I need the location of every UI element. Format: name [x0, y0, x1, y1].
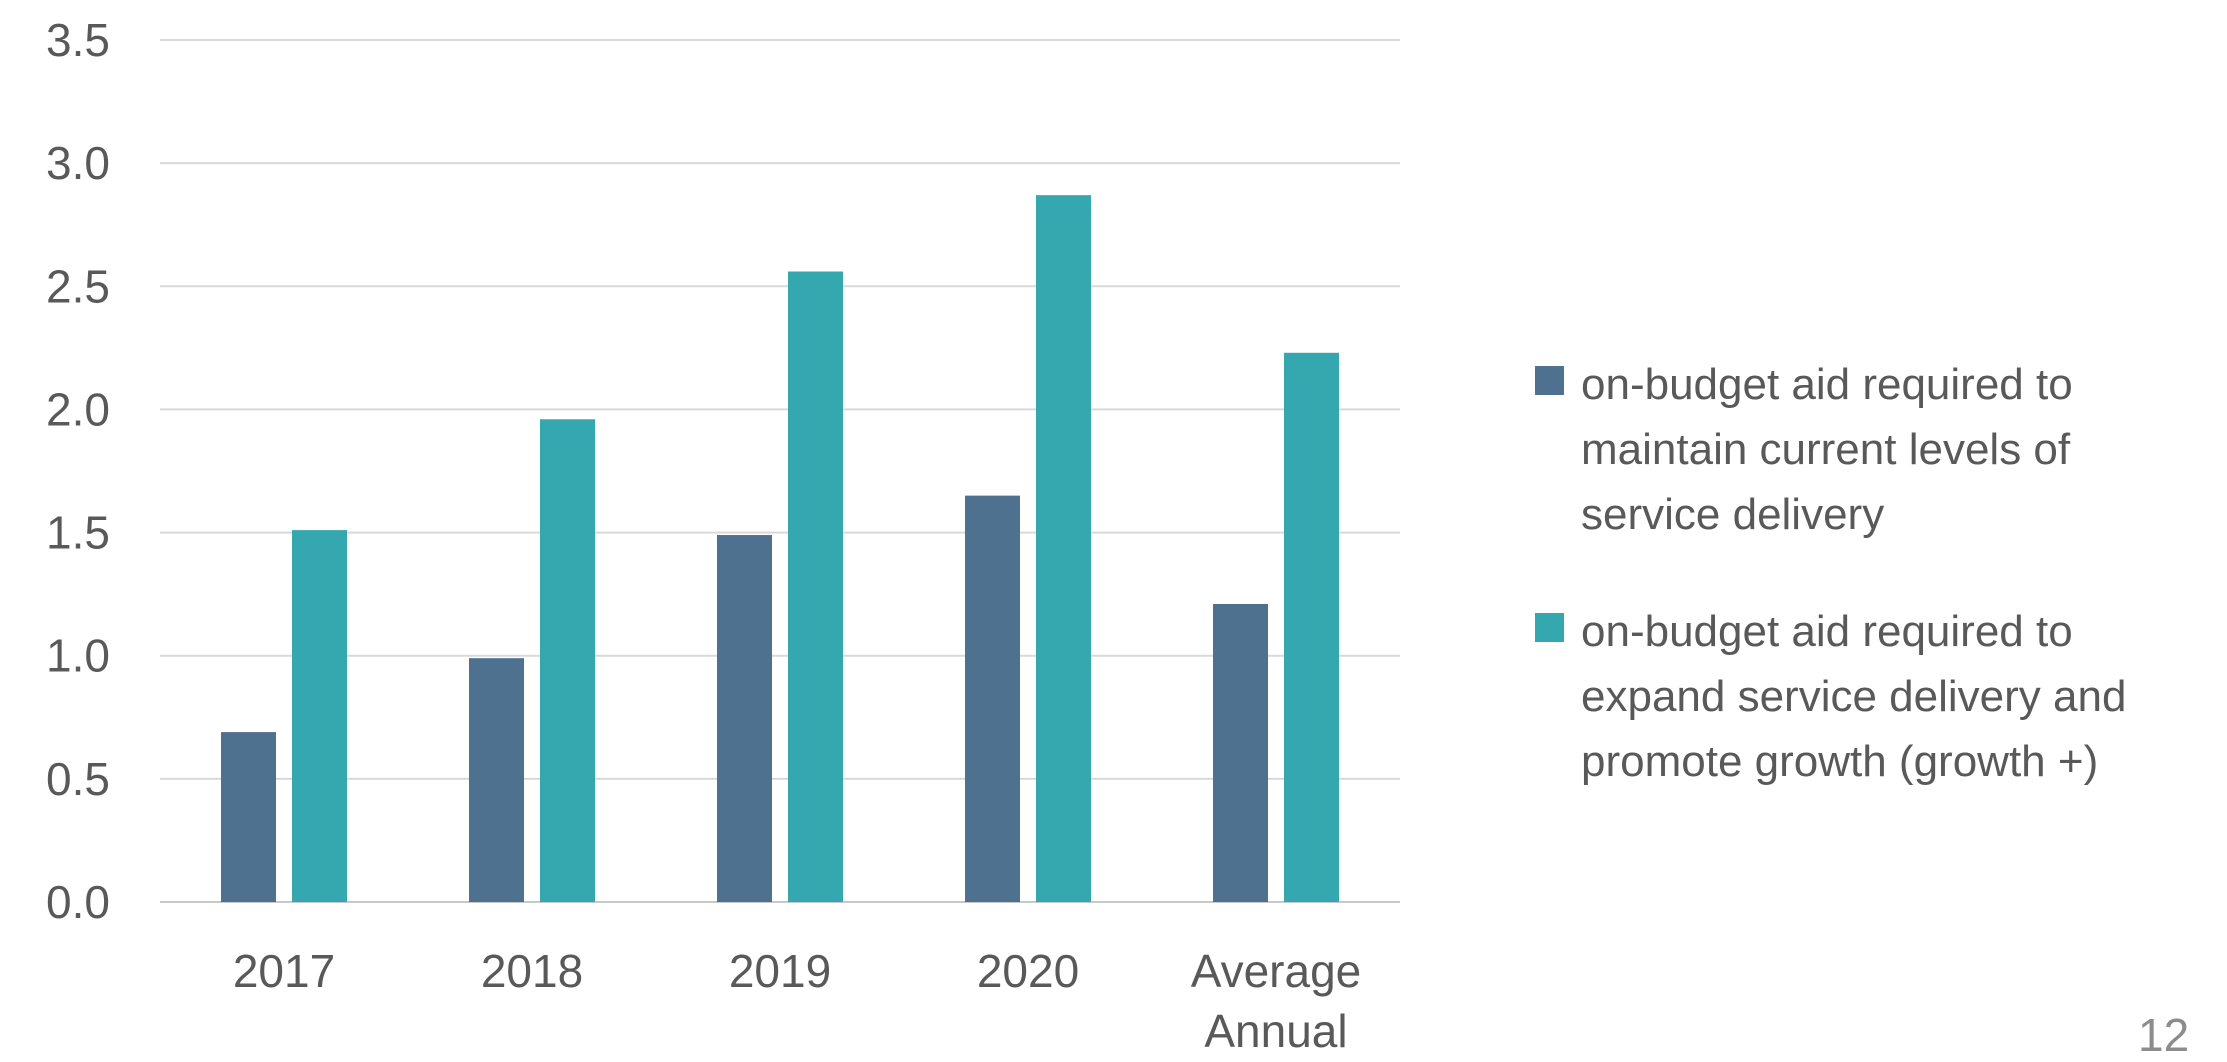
legend-label-growth: on-budget aid required to expand service…	[1581, 607, 2127, 786]
x-tick-label: 2018	[481, 945, 583, 997]
y-tick-label: 3.0	[46, 137, 110, 189]
gridlines	[160, 39, 1400, 903]
x-tick-label: Average Annual	[1191, 945, 1362, 1052]
bar-growth-2018	[540, 419, 595, 902]
legend-label-maintain: on-budget aid required to maintain curre…	[1581, 360, 2073, 539]
y-axis: 0.0 0.5 1.0 1.5 2.0 2.5 3.0 3.5	[46, 14, 110, 928]
bar-chart: 0.0 0.5 1.0 1.5 2.0 2.5 3.0 3.5 2017 2018 2019 202…	[46, 14, 1400, 1052]
legend-item-maintain: on-budget aid required to maintain curre…	[1535, 352, 2195, 547]
legend-swatch-maintain	[1535, 366, 1564, 395]
x-tick-label: 2020	[977, 945, 1079, 997]
legend-swatch-growth	[1535, 613, 1564, 642]
y-tick-label: 1.5	[46, 507, 110, 559]
bar-growth-2017	[292, 530, 347, 902]
bar-maintain-average-annual	[1213, 603, 1268, 902]
bar-maintain-2018	[469, 658, 524, 902]
bars	[221, 195, 1339, 903]
y-tick-label: 3.5	[46, 14, 110, 66]
legend-item-growth: on-budget aid required to expand service…	[1535, 599, 2195, 794]
x-axis: 2017 2018 2019 2020 Average Annual	[233, 945, 1361, 1052]
y-tick-label: 0.0	[46, 876, 110, 928]
y-tick-label: 0.5	[46, 753, 110, 805]
bar-maintain-2020	[965, 495, 1020, 902]
bar-maintain-2019	[717, 535, 772, 902]
bar-growth-2019	[788, 271, 843, 903]
bar-growth-average-annual	[1284, 352, 1339, 903]
page-number: 12	[2138, 1009, 2190, 1061]
bar-growth-2020	[1036, 195, 1091, 902]
y-tick-label: 1.0	[46, 630, 110, 682]
y-tick-label: 2.0	[46, 383, 110, 435]
legend: on-budget aid required to maintain curre…	[1535, 352, 2195, 846]
x-tick-label: 2017	[233, 945, 335, 997]
bar-maintain-2017	[221, 732, 276, 902]
y-tick-label: 2.5	[46, 260, 110, 312]
x-tick-label: 2019	[729, 945, 831, 997]
